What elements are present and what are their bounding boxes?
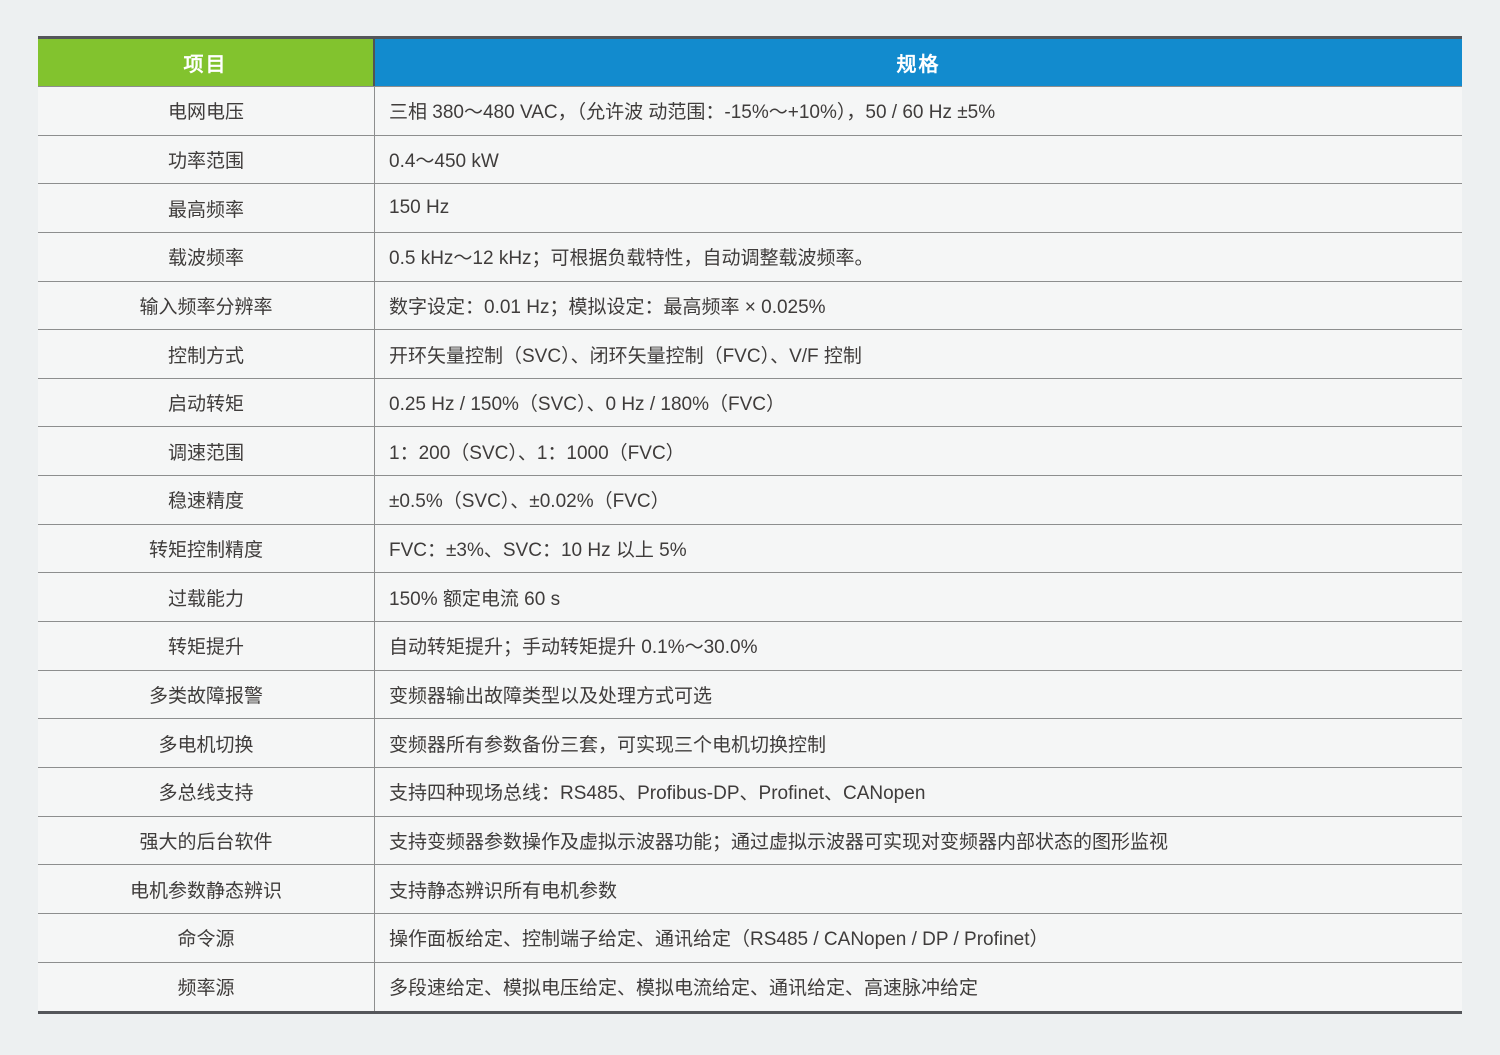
table-row: 命令源 操作面板给定、控制端子给定、通讯给定（RS485 / CANopen / … xyxy=(38,913,1462,963)
table-body: 电网电压 三相 380～480 VAC，（允许波 动范围：-15%～+10%），5… xyxy=(38,87,1462,1012)
table-row: 启动转矩 0.25 Hz / 150%（SVC）、0 Hz / 180%（FVC） xyxy=(38,378,1462,428)
row-item-label: 电机参数静态辨识 xyxy=(38,865,375,913)
row-spec-text: 0.4～450 kW xyxy=(389,150,499,172)
table-row: 电机参数静态辨识 支持静态辨识所有电机参数 xyxy=(38,865,1462,914)
table-row: 功率范围 0.4～450 kW xyxy=(38,135,1462,185)
table-row: 强大的后台软件 支持变频器参数操作及虚拟示波器功能；通过虚拟示波器可实现对变频器内… xyxy=(38,816,1462,866)
row-spec-text: 三相 380～480 VAC，（允许波 动范围：-15%～+10%），50 / … xyxy=(389,102,996,124)
row-spec-text: 支持静态辨识所有电机参数 xyxy=(389,880,618,902)
table-row: 最高频率 150 Hz xyxy=(38,184,1462,233)
row-item-label: 过载能力 xyxy=(38,573,375,622)
row-spec-text: 1：200（SVC）、1：1000（FVC） xyxy=(389,442,685,464)
row-spec-text: 0.5 kHz～12 kHz；可根据负载特性，自动调整载波频率。 xyxy=(389,248,874,270)
table-row: 载波频率 0.5 kHz～12 kHz；可根据负载特性，自动调整载波频率。 xyxy=(38,232,1462,282)
row-item-label: 命令源 xyxy=(38,913,375,962)
row-spec-text: 操作面板给定、控制端子给定、通讯给定（RS485 / CANopen / DP … xyxy=(389,929,1049,951)
row-item-label: 多类故障报警 xyxy=(38,670,375,719)
row-spec-text: 数字设定：0.01 Hz；模拟设定：最高频率 × 0.025% xyxy=(389,296,826,318)
row-item-label: 最高频率 xyxy=(38,184,375,232)
column-header-spec: 规格 xyxy=(375,39,1462,86)
table-row: 转矩控制精度 FVC：±3%、SVC：10 Hz 以上 5% xyxy=(38,524,1462,574)
row-item-label: 多总线支持 xyxy=(38,767,375,816)
row-spec-text: 自动转矩提升；手动转矩提升 0.1%～30.0% xyxy=(389,637,758,659)
row-spec-text: FVC：±3%、SVC：10 Hz 以上 5% xyxy=(389,540,687,562)
row-item-label: 输入频率分辨率 xyxy=(38,281,375,330)
row-item-label: 多电机切换 xyxy=(38,719,375,767)
row-spec-text: 支持变频器参数操作及虚拟示波器功能；通过虚拟示波器可实现对变频器内部状态的图形监… xyxy=(389,831,1169,853)
spec-table: 项目 规格 电网电压 三相 380～480 VAC，（允许波 动范围：-15%～+… xyxy=(38,36,1462,1015)
table-row: 输入频率分辨率 数字设定：0.01 Hz；模拟设定：最高频率 × 0.025% xyxy=(38,281,1462,331)
row-item-label: 启动转矩 xyxy=(38,378,375,427)
table-row: 控制方式 开环矢量控制（SVC）、闭环矢量控制（FVC）、V/F 控制 xyxy=(38,330,1462,379)
row-spec-text: 0.25 Hz / 150%（SVC）、0 Hz / 180%（FVC） xyxy=(389,394,785,416)
row-item-label: 电网电压 xyxy=(38,87,375,135)
row-spec-text: 150 Hz xyxy=(389,197,450,219)
row-item-label: 转矩控制精度 xyxy=(38,524,375,573)
row-item-label: 调速范围 xyxy=(38,427,375,476)
table-row: 转矩提升 自动转矩提升；手动转矩提升 0.1%～30.0% xyxy=(38,622,1462,671)
row-item-label: 强大的后台软件 xyxy=(38,816,375,865)
table-row: 多电机切换 变频器所有参数备份三套，可实现三个电机切换控制 xyxy=(38,719,1462,768)
table-row: 多类故障报警 变频器输出故障类型以及处理方式可选 xyxy=(38,670,1462,720)
table-row: 调速范围 1：200（SVC）、1：1000（FVC） xyxy=(38,427,1462,477)
table-row: 多总线支持 支持四种现场总线：RS485、Profibus-DP、Profinet… xyxy=(38,767,1462,817)
table-header-row: 项目 规格 xyxy=(38,39,1462,87)
row-item-label: 频率源 xyxy=(38,962,375,1012)
row-item-label: 转矩提升 xyxy=(38,622,375,670)
row-spec-text: 开环矢量控制（SVC）、闭环矢量控制（FVC）、V/F 控制 xyxy=(389,345,862,367)
table-row: 过载能力 150% 额定电流 60 s xyxy=(38,573,1462,623)
column-header-item: 项目 xyxy=(38,39,375,86)
row-spec-text: 变频器所有参数备份三套，可实现三个电机切换控制 xyxy=(389,734,827,756)
row-spec-text: 支持四种现场总线：RS485、Profibus-DP、Profinet、CANo… xyxy=(389,783,926,805)
row-item-label: 稳速精度 xyxy=(38,476,375,524)
row-spec-text: 多段速给定、模拟电压给定、模拟电流给定、通讯给定、高速脉冲给定 xyxy=(389,978,979,1000)
row-item-label: 控制方式 xyxy=(38,330,375,378)
table-row: 频率源 多段速给定、模拟电压给定、模拟电流给定、通讯给定、高速脉冲给定 xyxy=(38,962,1462,1012)
table-row: 电网电压 三相 380～480 VAC，（允许波 动范围：-15%～+10%），5… xyxy=(38,87,1462,136)
row-spec-text: 150% 额定电流 60 s xyxy=(389,588,561,610)
row-item-label: 功率范围 xyxy=(38,135,375,184)
table-row: 稳速精度 ±0.5%（SVC）、±0.02%（FVC） xyxy=(38,476,1462,525)
row-spec-text: 变频器输出故障类型以及处理方式可选 xyxy=(389,686,713,707)
row-spec-text: ±0.5%（SVC）、±0.02%（FVC） xyxy=(389,491,670,513)
row-item-label: 载波频率 xyxy=(38,232,375,281)
